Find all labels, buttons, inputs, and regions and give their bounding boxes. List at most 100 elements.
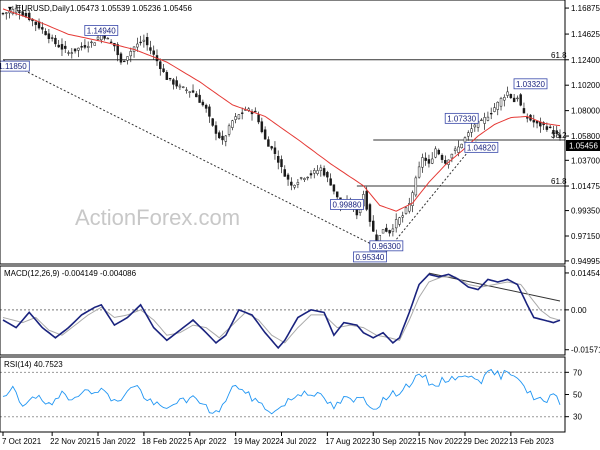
- candle-body: [411, 192, 414, 206]
- candle-body: [296, 182, 300, 185]
- candle-body: [329, 178, 332, 186]
- candle-body: [394, 219, 398, 229]
- time-tick-label: 17 Aug 2022: [325, 437, 370, 446]
- rsi-tick-label: 50: [573, 391, 582, 400]
- candle-body: [286, 174, 290, 180]
- price-label-text: 1.11850: [0, 62, 27, 71]
- candle-body: [290, 181, 293, 186]
- candle-body: [276, 155, 280, 163]
- candle-body: [552, 130, 555, 134]
- candle-body: [73, 48, 77, 52]
- candle-body: [519, 94, 522, 106]
- candle-body: [21, 11, 24, 16]
- candle-body: [470, 128, 473, 133]
- candle-body: [483, 117, 486, 124]
- candle-body: [516, 97, 519, 100]
- candle-body: [273, 147, 277, 154]
- candle-body: [214, 125, 218, 134]
- time-axis: 7 Oct 2021 22 Nov 2021 5 Jan 2022 18 Feb 20…: [2, 432, 554, 446]
- candle-body: [109, 41, 113, 43]
- candle-body: [299, 177, 303, 179]
- candle-body: [254, 110, 257, 113]
- candle-body: [44, 31, 47, 36]
- candle-body: [188, 91, 191, 93]
- candle-body: [512, 97, 516, 103]
- candle-body: [96, 36, 100, 40]
- macd-trendline-line: [428, 272, 561, 302]
- price-tick-label: 1.01475: [571, 182, 600, 191]
- candle-body: [499, 98, 503, 107]
- candle-body: [139, 41, 142, 44]
- candle-body: [548, 126, 552, 129]
- candle-body: [453, 148, 457, 152]
- price-tick-label: 0.97150: [571, 232, 600, 241]
- candle-body: [90, 41, 93, 44]
- candle-body: [198, 94, 201, 103]
- candle-body: [280, 159, 283, 168]
- candle-body: [162, 68, 165, 73]
- candle-body: [434, 148, 437, 158]
- price-label-box: [0, 60, 30, 72]
- candle-body: [489, 113, 493, 115]
- candle-body: [211, 118, 214, 126]
- candle-body: [293, 185, 296, 188]
- candle-body: [493, 107, 496, 112]
- candle-body: [430, 158, 434, 164]
- price-label-text: 1.07330: [447, 114, 476, 123]
- candle-body: [1, 12, 5, 15]
- macd-axis: 0.014549 0.00 -0.015712: [565, 269, 600, 355]
- candle-body: [136, 43, 139, 48]
- candle-body: [129, 51, 133, 57]
- time-tick-label: 18 Feb 2022: [142, 437, 187, 446]
- rsi-tick-label: 30: [573, 413, 582, 422]
- candle-body: [457, 146, 460, 153]
- price-tick-label: 0.99350: [571, 207, 600, 216]
- candle-body: [444, 160, 447, 164]
- candle-body: [283, 169, 287, 177]
- time-tick-label: 19 May 2022: [234, 437, 281, 446]
- price-label-text: 0.99880: [333, 200, 362, 209]
- macd-title: MACD(12,26,9) -0.004149 -0.004086: [4, 269, 137, 278]
- candle-body: [421, 157, 424, 168]
- macd-signal-line: [2, 276, 561, 344]
- price-panel-frame: [0, 0, 566, 265]
- time-tick-label: 29 Dec 2022: [463, 437, 509, 446]
- candle-body: [106, 37, 110, 40]
- candle-body: [237, 114, 241, 120]
- time-tick-label: 22 Nov 2021: [50, 437, 96, 446]
- candle-body: [496, 101, 499, 110]
- candle-body: [555, 130, 558, 134]
- candle-body: [93, 42, 96, 46]
- price-label-text: 1.14940: [87, 26, 116, 35]
- candle-body: [463, 137, 467, 143]
- price-tick-label: 1.08000: [571, 107, 600, 116]
- price-label-box: [84, 25, 119, 36]
- rsi-axis: 70 50 30: [565, 368, 582, 422]
- candle-body: [50, 37, 54, 39]
- price-label-box: [444, 112, 479, 124]
- candle-body: [385, 227, 388, 232]
- candle-body: [231, 120, 234, 128]
- candle-body: [322, 168, 326, 176]
- candle-body: [178, 85, 182, 88]
- candle-body: [123, 60, 126, 63]
- candle-body: [480, 119, 483, 122]
- candle-body: [450, 153, 454, 159]
- candle-body: [522, 108, 526, 114]
- time-tick-label: 30 Sep 2022: [371, 437, 417, 446]
- candle-body: [335, 191, 339, 198]
- watermark: ActionForex.com: [75, 205, 240, 230]
- price-tick-label: 1.12400: [571, 56, 600, 65]
- chart-title-text: EURUSD,Daily: [16, 4, 70, 13]
- candle-body: [142, 39, 146, 42]
- candle-body: [368, 204, 372, 222]
- candle-body: [240, 112, 244, 114]
- price-tick-label: 1.16875: [571, 4, 600, 13]
- ohlc-low: 1.05236: [132, 4, 161, 13]
- candle-body: [191, 90, 195, 93]
- time-tick-label: 13 Feb 2023: [509, 437, 554, 446]
- candle-body: [440, 155, 444, 160]
- candle-body: [503, 97, 506, 101]
- candle-body: [175, 80, 178, 87]
